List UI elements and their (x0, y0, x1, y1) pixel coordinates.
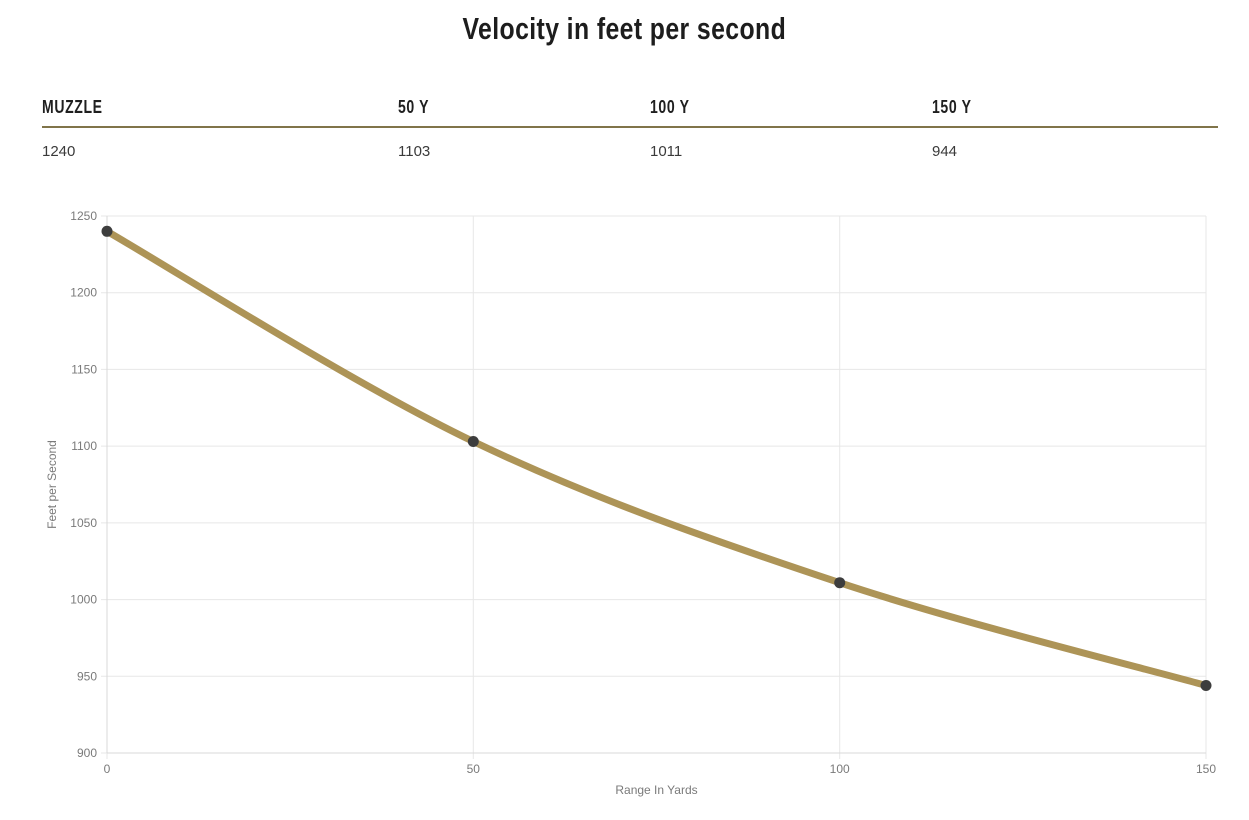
data-point-marker[interactable] (834, 577, 846, 589)
y-tick-label: 1100 (71, 439, 97, 453)
header-150y: 150 Y (932, 97, 972, 117)
y-tick-label: 1000 (70, 593, 97, 607)
header-rule (42, 126, 1218, 128)
data-point-marker[interactable] (101, 225, 113, 237)
value-muzzle: 1240 (42, 143, 76, 160)
header-muzzle: MUZZLE (42, 97, 103, 117)
y-tick-label: 1250 (70, 209, 97, 223)
y-tick-label: 1150 (71, 362, 97, 376)
stats-table: MUZZLE 50 Y 100 Y 150 Y 1240 1103 1011 9… (42, 96, 1218, 160)
y-tick-label: 900 (77, 746, 97, 760)
x-axis-title: Range In Yards (615, 783, 697, 797)
y-tick-label: 1050 (70, 516, 97, 530)
page-title-text: Velocity in feet per second (462, 11, 787, 46)
page-title: Velocity in feet per second (0, 11, 1249, 47)
x-tick-label: 100 (830, 762, 850, 776)
y-axis-title: Feet per Second (45, 440, 59, 529)
data-point-marker[interactable] (1200, 680, 1212, 691)
y-tick-label: 950 (77, 669, 97, 683)
data-point-marker[interactable] (467, 436, 479, 447)
y-tick-label: 1200 (70, 286, 97, 300)
value-100y: 1011 (650, 143, 683, 160)
x-tick-label: 50 (467, 762, 481, 776)
header-50y: 50 Y (398, 97, 430, 117)
value-50y: 1103 (398, 143, 431, 160)
velocity-line (103, 227, 1210, 689)
x-tick-label: 150 (1196, 762, 1216, 776)
x-tick-label: 0 (104, 762, 111, 776)
value-150y: 944 (932, 143, 958, 160)
header-100y: 100 Y (650, 97, 690, 117)
stats-value-row: 1240 1103 1011 944 (42, 143, 1218, 160)
stats-header-row: MUZZLE 50 Y 100 Y 150 Y (42, 96, 1218, 118)
